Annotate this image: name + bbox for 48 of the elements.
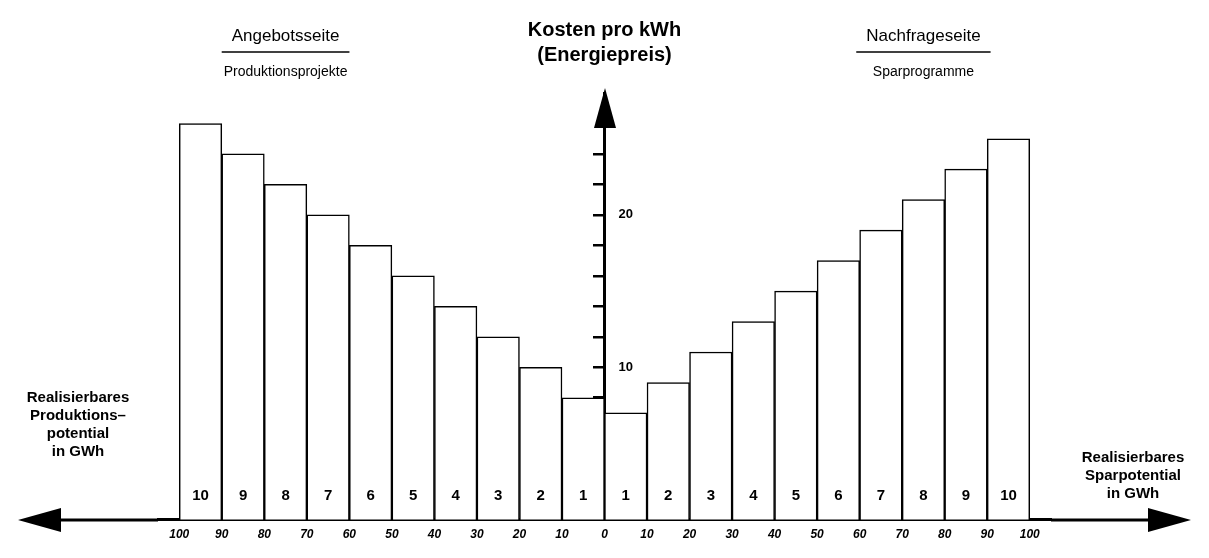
annotation: 8 [919, 485, 928, 503]
text: Nachfrageseite [866, 25, 981, 45]
annotation: 8 [281, 485, 290, 503]
annotation: 4 [749, 485, 759, 503]
annotation: 4 [451, 485, 461, 503]
text: Produktionsprojekte [223, 62, 348, 79]
x-tick-label: 60 [342, 527, 357, 542]
x-tick-label: 30 [470, 527, 484, 542]
x-tick-label: 20 [681, 527, 697, 542]
x-tick-label: 20 [511, 527, 527, 542]
text: Angebotsseite [231, 25, 340, 45]
annotation: 2 [536, 485, 545, 503]
annotation: 5 [408, 485, 418, 503]
x-tick-label: 90 [980, 527, 995, 542]
text: Realisierbares Produktions– potential in GWh [26, 387, 130, 459]
x-tick-label: 80 [938, 527, 952, 542]
x-tick-label: 30 [725, 527, 740, 542]
x-tick-label: 80 [257, 527, 272, 542]
annotation: 3 [706, 485, 715, 503]
x-tick-label: 40 [426, 527, 442, 542]
annotation: 9 [961, 485, 971, 503]
x-tick-label: 40 [766, 527, 782, 542]
annotation: 1 [579, 485, 588, 503]
annotation: 6 [366, 485, 375, 503]
x-tick-label: 70 [300, 527, 314, 542]
x-tick-label: 10 [555, 527, 569, 542]
x-tick-label: 100 [1019, 527, 1041, 542]
annotation: 10 [192, 485, 209, 503]
x-tick-label: 100 [169, 527, 190, 542]
annotation: 7 [323, 485, 333, 503]
x-tick-label: 0 [601, 527, 609, 542]
annotation: 3 [494, 485, 503, 503]
x-tick-label: 10 [640, 527, 655, 542]
annotation: 5 [791, 485, 801, 503]
x-tick-label: 90 [215, 527, 229, 542]
annotation: 2 [664, 485, 673, 503]
annotation: 10 [1000, 485, 1017, 503]
annotation: 1 [621, 485, 630, 503]
x-tick-label: 50 [810, 527, 825, 542]
annotation: 6 [834, 485, 843, 503]
x-tick-label: 50 [385, 527, 399, 542]
text: Sparprogramme [872, 62, 975, 79]
text: Realisierbares Sparpotential in GWh [1081, 447, 1185, 501]
x-tick-label: 70 [895, 527, 910, 542]
x-tick-label: 60 [852, 527, 867, 542]
y-axis-title: Kosten pro kWh (Energiepreis) [527, 17, 682, 65]
annotation: 9 [238, 485, 248, 503]
annotation: 7 [876, 485, 886, 503]
